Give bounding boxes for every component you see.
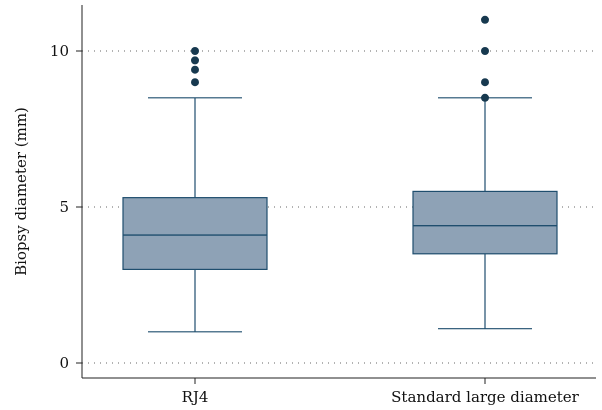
- x-tick-label: RJ4: [182, 388, 209, 406]
- box-plots: [122, 15, 558, 333]
- outlier-point: [191, 47, 199, 55]
- y-tick-labels: 0 5 10: [50, 42, 69, 372]
- outlier-point: [481, 15, 489, 24]
- outlier-point: [481, 47, 489, 55]
- box-group-2: [412, 15, 558, 330]
- y-tick-label: 5: [59, 198, 69, 216]
- outlier-point: [481, 78, 489, 87]
- outlier-point: [191, 65, 199, 74]
- axes: [76, 5, 596, 384]
- box-group-1: [122, 47, 268, 333]
- y-tick-label: 10: [50, 42, 69, 60]
- outlier-point: [481, 93, 489, 102]
- y-axis-label: Biopsy diameter (mm): [12, 107, 30, 276]
- y-tick-label: 0: [59, 354, 69, 372]
- box-iqr: [412, 190, 558, 255]
- outlier-point: [191, 56, 199, 65]
- x-tick-labels: RJ4 Standard large diameter: [182, 388, 580, 406]
- outlier-point: [191, 78, 199, 87]
- box-iqr: [122, 197, 268, 271]
- x-tick-label: Standard large diameter: [391, 388, 579, 406]
